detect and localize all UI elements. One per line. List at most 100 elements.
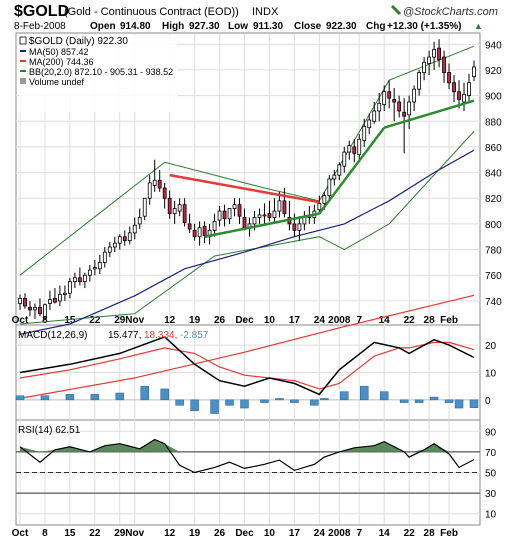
- candle-body: [132, 224, 137, 234]
- y-tick-label: 0: [485, 396, 491, 407]
- candle-body: [347, 145, 352, 153]
- x-tick-label: 10: [264, 315, 276, 326]
- x-tick-label: 17: [289, 315, 301, 326]
- candle-body: [72, 277, 77, 283]
- macd-histogram-bar: [240, 399, 249, 409]
- macd-histogram-bar: [115, 392, 125, 401]
- x-tick-label: 8: [42, 315, 48, 326]
- bb-lower-line: [19, 131, 475, 325]
- candle-body: [342, 151, 347, 167]
- x-tick-label: 22: [89, 528, 101, 539]
- candle-body: [367, 119, 372, 129]
- candle-body: [87, 269, 92, 276]
- rsi-overbought-fill: [20, 439, 474, 452]
- y-tick-label: 900: [485, 92, 502, 103]
- candle-body: [232, 204, 237, 209]
- x-tick-label: 26: [214, 528, 226, 539]
- candle-body: [23, 297, 27, 307]
- legend-ma200: MA(200) 744.36: [29, 57, 94, 67]
- quote-date: 8-Feb-2008: [14, 21, 66, 32]
- candle-body: [392, 99, 397, 103]
- close-label: Close: [294, 21, 322, 32]
- candle-body: [377, 102, 382, 112]
- candle-body: [332, 174, 337, 180]
- candle-body: [107, 246, 112, 253]
- y-tick-label: 70: [485, 448, 497, 459]
- candle-body: [212, 220, 217, 231]
- candle-body: [382, 91, 387, 105]
- x-tick-label: Feb: [440, 528, 458, 539]
- watermark-logo: [390, 4, 402, 16]
- x-tick-label: 2008: [328, 315, 351, 326]
- candle-body: [182, 204, 187, 224]
- macd-histogram-bar: [190, 399, 199, 412]
- candle-body: [292, 223, 297, 231]
- trendline: [318, 126, 386, 215]
- x-tick-label: 24: [314, 528, 326, 539]
- candle-body: [352, 146, 357, 154]
- macd-histogram-bar: [260, 399, 269, 403]
- candle-body: [257, 214, 262, 218]
- macd-histogram-bar: [414, 399, 424, 403]
- y-tick-label: 760: [485, 271, 502, 282]
- trendline: [169, 173, 320, 204]
- chg-value: +12.30 (+1.35%): [387, 21, 462, 32]
- macd-value: 15.477,: [108, 330, 141, 341]
- candle-body: [297, 223, 302, 231]
- macd-line: [19, 336, 475, 396]
- macd-histogram-bar: [429, 396, 439, 401]
- x-tick-label: 19: [189, 315, 201, 326]
- rsi-label: RSI(14) 62.51: [18, 425, 81, 436]
- chg-arrow-icon: ▲: [474, 21, 483, 31]
- candle-body: [327, 178, 332, 197]
- close-value: 922.30: [326, 21, 357, 32]
- x-tick-label: 2008: [328, 528, 351, 539]
- chg-label: Chg: [366, 21, 385, 32]
- macd-histogram-bar: [444, 399, 454, 403]
- macd-histogram-bar: [160, 388, 169, 401]
- candle-body: [157, 179, 162, 189]
- y-tick-label: 740: [485, 297, 502, 308]
- macd-histogram-bar: [290, 399, 299, 403]
- candle-body: [18, 297, 22, 304]
- candle-body: [77, 277, 82, 283]
- candle-body: [282, 200, 287, 215]
- candle-body: [457, 91, 461, 100]
- candle-body: [442, 56, 446, 73]
- x-tick-label: Oct: [12, 315, 29, 326]
- exchange-label: INDX: [252, 6, 279, 18]
- candle-body: [117, 236, 122, 244]
- candle-body: [192, 229, 197, 238]
- x-tick-label: 22: [404, 315, 416, 326]
- macd-label: MACD(12,26,9): [18, 330, 87, 341]
- x-tick-label: Nov: [125, 315, 144, 326]
- macd-histogram-bar: [40, 395, 50, 401]
- candle-body: [467, 82, 471, 96]
- candle-body: [58, 294, 62, 302]
- price-legend: $GOLD (Daily) 922.30 MA(50) 857.42 MA(20…: [19, 35, 177, 112]
- candle-body: [362, 125, 367, 141]
- candle-body: [147, 182, 152, 199]
- candle-body: [432, 48, 436, 58]
- x-tick-label: 12: [164, 315, 176, 326]
- low-label: Low: [228, 21, 248, 32]
- candle-body: [197, 227, 202, 238]
- candle-body: [43, 304, 47, 317]
- candle-body: [112, 242, 117, 248]
- candle-body: [237, 204, 242, 217]
- macd-histogram-bar: [90, 394, 100, 401]
- candle-body: [397, 101, 402, 112]
- macd-histogram-bar: [320, 398, 329, 401]
- candle-body: [122, 236, 127, 241]
- macd-histogram-bar: [275, 398, 284, 401]
- candle-body: [322, 195, 327, 204]
- open-value: 914.80: [120, 21, 151, 32]
- x-tick-label: Nov: [125, 528, 144, 539]
- y-tick-label: 820: [485, 194, 502, 205]
- x-tick-label: Dec: [235, 315, 254, 326]
- macd-histogram-bar: [15, 395, 25, 401]
- ma50-line: [19, 149, 475, 335]
- candle-body: [53, 297, 57, 303]
- x-tick-label: 29: [114, 315, 126, 326]
- x-tick-label: 19: [189, 528, 201, 539]
